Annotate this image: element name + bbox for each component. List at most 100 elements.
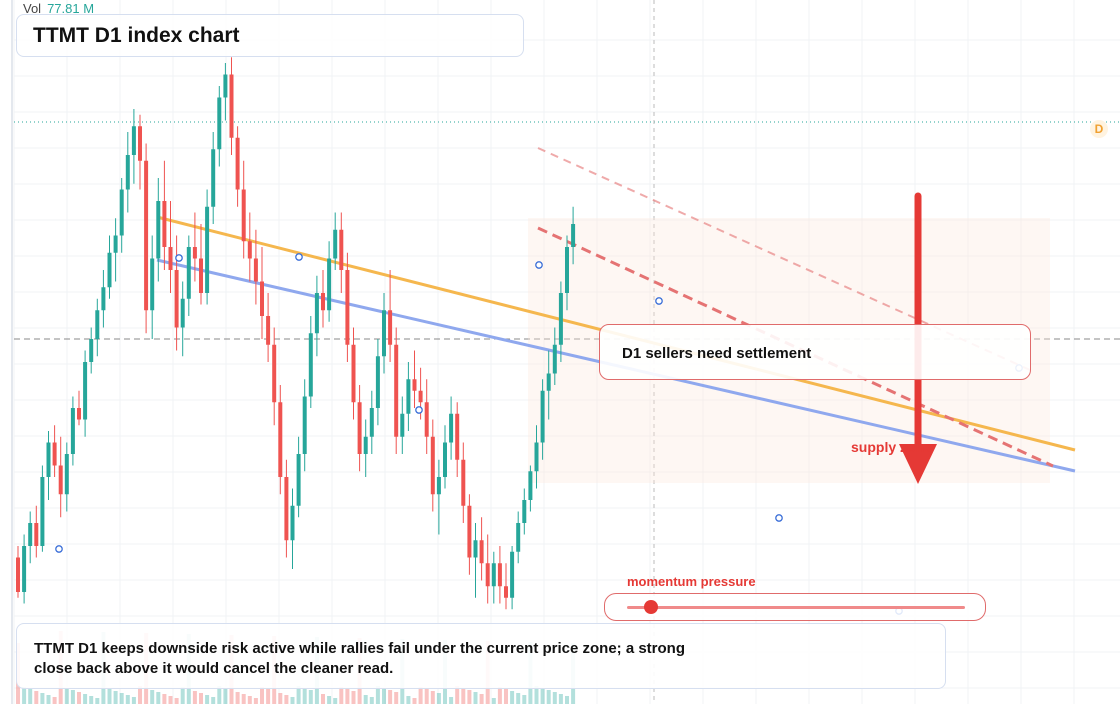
candle-body	[339, 229, 344, 270]
candle-body	[278, 402, 283, 477]
volume-bar	[52, 697, 57, 704]
candle-body	[436, 477, 441, 495]
volume-readout: Vol 77.81 M	[23, 1, 94, 16]
volume-bar	[168, 696, 173, 704]
candle-body	[455, 413, 460, 460]
analysis-note-text: TTMT D1 keeps downside risk active while…	[34, 640, 686, 677]
candle-body	[314, 293, 319, 334]
volume-bar	[217, 686, 222, 704]
volume-bar	[412, 698, 417, 704]
volume-bar	[375, 686, 380, 704]
candle-body	[192, 247, 197, 259]
candle-body	[302, 396, 307, 454]
candle-body	[394, 344, 399, 437]
pivot-marker	[655, 297, 663, 305]
candle-body	[180, 298, 185, 328]
volume-bar	[77, 692, 81, 704]
volume-bar	[247, 696, 252, 704]
volume-bar	[180, 687, 185, 704]
volume-bar	[156, 692, 161, 704]
candle-body	[467, 505, 472, 558]
candle-body	[211, 149, 216, 207]
volume-bar	[162, 694, 167, 704]
candle-body	[95, 310, 100, 339]
candle-body	[241, 189, 246, 242]
volume-bar	[174, 698, 179, 704]
pivot-marker	[535, 261, 543, 269]
candle-body	[504, 586, 508, 598]
volume-bar	[70, 690, 75, 704]
volume-bar	[363, 695, 368, 704]
volume-bar	[211, 697, 216, 704]
chart-title: TTMT D1 index chart	[33, 24, 240, 47]
momentum-knob	[644, 600, 658, 614]
volume-bar	[205, 695, 210, 704]
volume-bar	[28, 689, 33, 704]
candle-body	[369, 408, 374, 437]
volume-bar	[131, 697, 136, 704]
candle-body	[101, 287, 106, 311]
volume-bar	[558, 694, 563, 704]
candle-body	[272, 344, 277, 403]
down-arrow-head	[899, 444, 937, 484]
volume-bar	[540, 688, 545, 704]
candle-body	[125, 155, 130, 190]
supply-zone-label: supply zone	[851, 439, 932, 455]
volume-bar	[138, 686, 142, 704]
volume-bar	[22, 687, 27, 704]
volume-bar	[510, 691, 515, 704]
candle-body	[28, 523, 33, 546]
volume-bar	[40, 693, 45, 704]
candle-body	[461, 459, 466, 506]
candle-body	[412, 379, 417, 391]
candle-body	[406, 379, 411, 414]
candle-body	[46, 442, 51, 477]
volume-bar	[516, 693, 521, 704]
volume-bar	[461, 688, 466, 704]
candle-body	[363, 436, 368, 454]
candle-body	[449, 413, 454, 443]
volume-bar	[290, 697, 295, 704]
volume-bar	[296, 686, 301, 704]
volume-bar	[119, 693, 124, 704]
volume-bar	[345, 689, 350, 704]
volume-bar	[64, 688, 69, 704]
candle-body	[144, 160, 149, 311]
candle-body	[485, 563, 490, 587]
volume-bar	[278, 693, 283, 704]
candle-body	[168, 247, 173, 270]
candle-body	[156, 201, 161, 259]
volume-bar	[430, 691, 435, 704]
volume-bar	[199, 693, 203, 704]
volume-bar	[418, 687, 423, 704]
candle-body	[565, 247, 569, 293]
volume-bar	[113, 691, 118, 704]
resistance-line	[537, 226, 1054, 468]
momentum-gauge	[604, 593, 986, 621]
candle-body	[546, 373, 551, 391]
candle-body	[430, 436, 435, 495]
candle-body	[534, 442, 539, 472]
candle-body	[113, 235, 118, 253]
candle-body	[138, 126, 142, 161]
pivot-marker	[175, 254, 183, 262]
volume-bar	[333, 698, 338, 704]
candle-body	[473, 540, 478, 558]
analysis-note: TTMT D1 keeps downside risk active while…	[16, 623, 946, 689]
candle-body	[522, 500, 527, 523]
volume-bar	[253, 698, 258, 704]
candles	[16, 57, 576, 610]
candle-body	[174, 270, 179, 328]
volume-bar	[467, 690, 472, 704]
candle-body	[217, 97, 222, 150]
volume-value: 77.81 M	[47, 1, 95, 16]
volume-bar	[369, 697, 374, 704]
volume-bar	[321, 694, 325, 704]
volume-bar	[449, 697, 454, 704]
candle-body	[40, 477, 45, 546]
candle-body	[528, 471, 533, 500]
volume-bar	[125, 695, 130, 704]
volume-bar	[46, 695, 51, 704]
volume-bar	[351, 691, 356, 704]
candle-body	[16, 557, 20, 592]
